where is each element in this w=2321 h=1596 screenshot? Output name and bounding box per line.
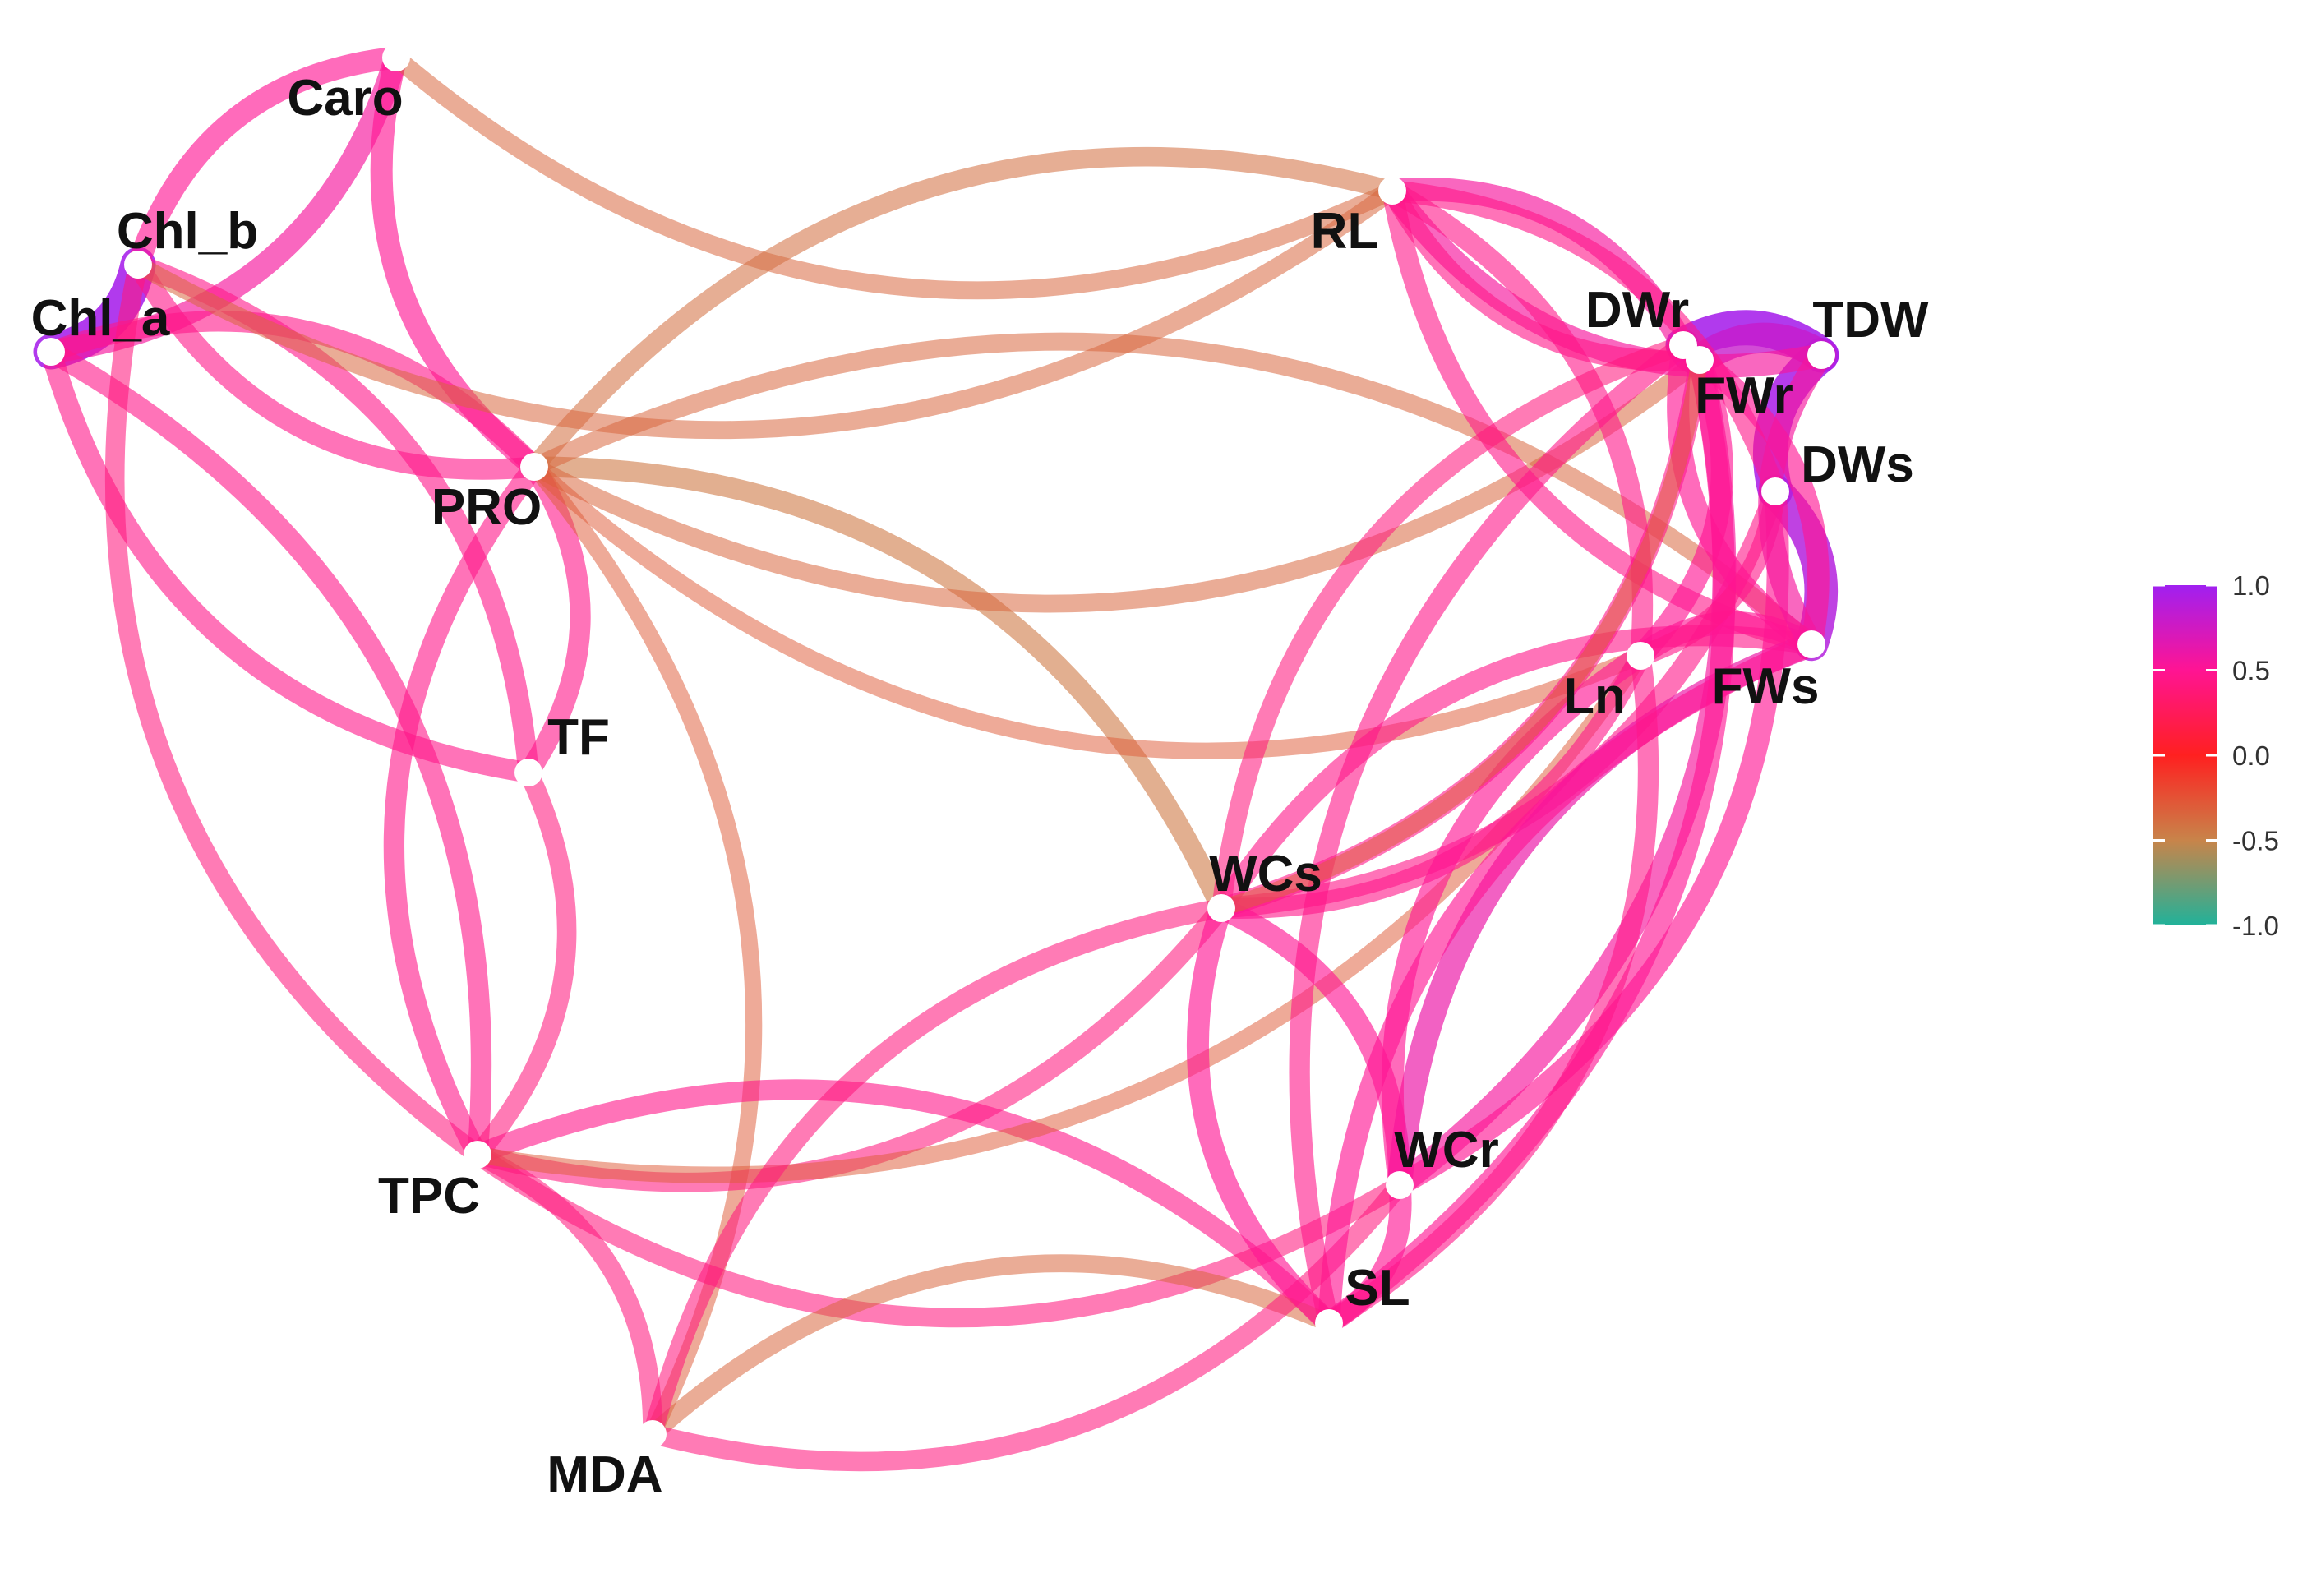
edge-PRO-Ln xyxy=(525,458,1650,759)
node-label-PRO: PRO xyxy=(431,479,542,536)
node-label-Ln: Ln xyxy=(1563,668,1626,725)
node-label-RL: RL xyxy=(1311,203,1379,260)
edge-MDA-SL xyxy=(644,1254,1338,1443)
edge-Ln-FWr xyxy=(1629,348,1733,667)
edge-SL-Ln xyxy=(1318,645,1659,1334)
edge-PRO-TF xyxy=(518,456,591,783)
node-WCr xyxy=(1386,1171,1414,1199)
node-FWs xyxy=(1797,630,1825,658)
legend-tick-label: 0.5 xyxy=(2232,656,2270,686)
node-FWr xyxy=(1686,346,1714,374)
node-label-SL: SL xyxy=(1345,1260,1410,1317)
node-TPC xyxy=(464,1141,491,1169)
node-label-MDA: MDA xyxy=(547,1446,662,1503)
node-Ln xyxy=(1627,642,1654,670)
edge-Caro-RL xyxy=(387,48,1401,300)
edge-WCs-Ln xyxy=(1211,645,1651,919)
edge-TPC-SL xyxy=(467,1079,1340,1334)
edge-FWr-FWs xyxy=(1688,348,1830,656)
node-SL xyxy=(1315,1309,1343,1337)
edge-WCr-Ln xyxy=(1381,644,1652,1197)
edge-WCs-SL xyxy=(1187,897,1340,1335)
node-label-WCs: WCs xyxy=(1209,846,1322,902)
edge-WCs-DWr xyxy=(1211,335,1693,918)
edge-TPC-MDA xyxy=(468,1145,662,1444)
edge-Chl_b-Caro xyxy=(127,46,408,276)
legend-tick-label: -0.5 xyxy=(2232,826,2279,856)
edge-RL-DWs xyxy=(1382,180,1786,502)
node-label-DWs: DWs xyxy=(1801,436,1914,493)
node-MDA xyxy=(639,1420,667,1448)
node-TF xyxy=(514,759,542,786)
edge-TF-TPC xyxy=(468,763,577,1165)
legend-tick-label: 0.0 xyxy=(2232,740,2270,771)
node-Chl_b xyxy=(124,251,152,279)
edge-PRO-WCs xyxy=(524,456,1232,919)
edge-PRO-TPC xyxy=(383,456,545,1165)
node-RL xyxy=(1378,177,1406,205)
color-legend: 1.0 0.5 0.0 -0.5 -1.0 xyxy=(2153,570,2279,941)
node-label-TF: TF xyxy=(547,709,610,766)
edge-MDA-WCs xyxy=(643,898,1231,1444)
node-label-FWs: FWs xyxy=(1712,658,1820,715)
node-TDW xyxy=(1807,341,1835,369)
node-PRO xyxy=(520,453,548,481)
edge-layer xyxy=(33,45,1839,1472)
node-label-FWr: FWr xyxy=(1695,367,1793,424)
node-label-Chl_b: Chl_b xyxy=(117,203,258,260)
node-Caro xyxy=(382,44,410,71)
edge-WCs-FWr xyxy=(1212,351,1709,917)
node-label-Caro: Caro xyxy=(287,70,403,127)
legend-tick-label: -1.0 xyxy=(2232,911,2279,941)
edge-Chl_a-TPC xyxy=(40,341,492,1165)
node-WCs xyxy=(1207,894,1235,922)
edge-SL-DWr xyxy=(1289,334,1694,1334)
node-label-Chl_a: Chl_a xyxy=(31,290,170,347)
node-DWs xyxy=(1761,477,1789,505)
edge-SL-FWs xyxy=(1317,633,1823,1335)
edge-Chl_b-RL xyxy=(129,182,1401,440)
node-label-TPC: TPC xyxy=(378,1168,480,1225)
edge-PRO-RL xyxy=(524,146,1402,477)
node-Chl_a xyxy=(37,338,65,366)
edge-Chl_b-PRO xyxy=(127,254,545,480)
edge-DWr-FWs xyxy=(1667,334,1823,656)
node-label-DWr: DWr xyxy=(1585,282,1689,339)
edge-Chl_b-TPC xyxy=(105,255,487,1165)
edge-TPC-WCs xyxy=(468,898,1231,1192)
node-label-TDW: TDW xyxy=(1812,292,1929,348)
node-layer xyxy=(37,44,1835,1448)
legend-tick-label: 1.0 xyxy=(2232,570,2270,601)
node-label-WCr: WCr xyxy=(1394,1122,1498,1179)
